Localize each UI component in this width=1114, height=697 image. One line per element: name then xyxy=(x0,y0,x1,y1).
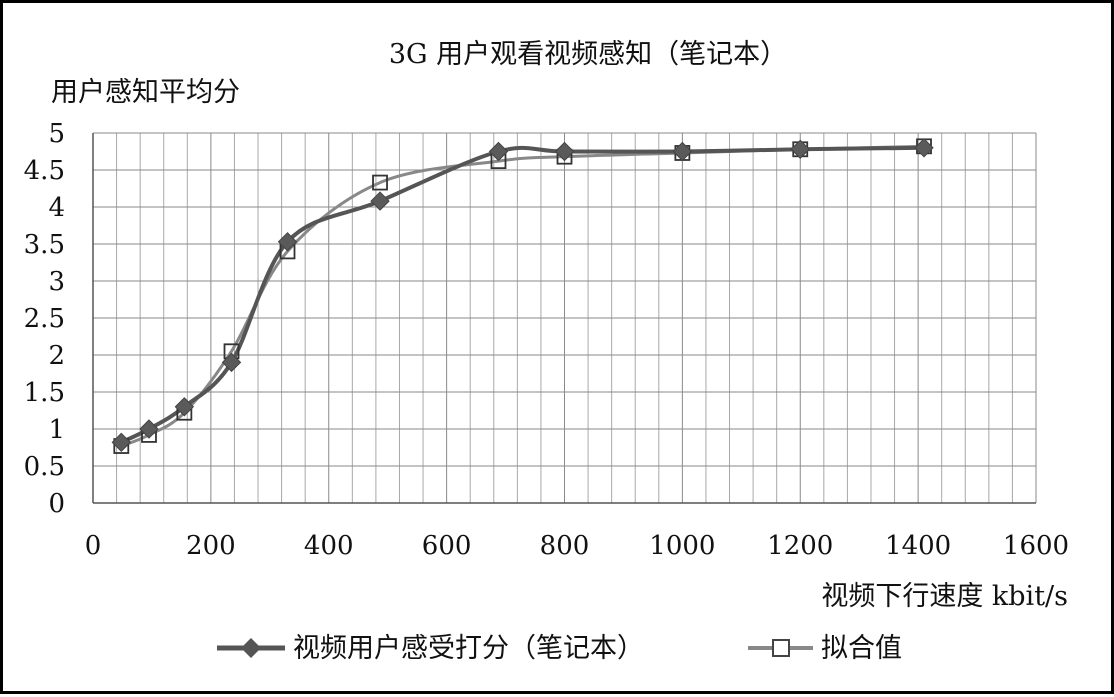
tick-labels: 0 200 400 600 800 1000 1200 1400 1600 0 0.5 1 1.5 2 2.… xyxy=(24,119,1069,561)
data-point-observed xyxy=(139,419,159,439)
grid xyxy=(92,132,1037,504)
x-tick-label: 400 xyxy=(304,531,354,561)
line-chart: 0 200 400 600 800 1000 1200 1400 1600 0 0.5 1 1.5 2 2.… xyxy=(24,39,1069,664)
data-point-observed xyxy=(174,397,195,417)
data-point-observed xyxy=(914,138,934,158)
y-tick-label: 0 xyxy=(48,489,65,519)
x-tick-label: 600 xyxy=(422,531,472,561)
series-line-fitted xyxy=(120,144,925,448)
y-tick-label: 3 xyxy=(48,267,65,297)
y-tick-label: 5 xyxy=(48,119,65,149)
y-tick-label: 2.5 xyxy=(24,304,65,334)
y-tick-label: 4 xyxy=(48,193,65,223)
x-tick-label: 800 xyxy=(540,531,590,561)
legend-label-fitted: 拟合值 xyxy=(821,633,902,664)
data-point-observed xyxy=(554,141,575,162)
y-tick-label: 1.5 xyxy=(24,378,65,408)
x-tick-label: 1600 xyxy=(1003,531,1069,561)
data-point-observed xyxy=(790,139,810,159)
y-axis-label: 用户感知平均分 xyxy=(51,77,240,108)
series-line-observed xyxy=(120,145,925,445)
legend-diamond-marker xyxy=(241,638,261,658)
data-point-observed xyxy=(221,352,242,373)
legend-label-observed: 视频用户感受打分（笔记本） xyxy=(293,633,644,664)
data-point-observed xyxy=(277,232,298,252)
data-point-fitted xyxy=(372,174,388,191)
legend-square-marker xyxy=(772,639,790,657)
y-tick-label: 2 xyxy=(48,341,65,371)
y-tick-label: 4.5 xyxy=(24,156,65,186)
axes xyxy=(92,133,1036,504)
y-tick-label: 1 xyxy=(48,415,65,445)
legend-item-fitted: 拟合值 xyxy=(748,633,902,664)
data-point-observed xyxy=(488,141,509,162)
data-point-observed xyxy=(111,432,131,453)
legend: 视频用户感受打分（笔记本） 拟合值 xyxy=(217,633,902,664)
y-tick-label: 3.5 xyxy=(24,230,65,260)
x-tick-label: 0 xyxy=(85,531,102,561)
x-tick-label: 200 xyxy=(186,531,236,561)
x-tick-label: 1400 xyxy=(885,531,951,561)
x-tick-label: 1200 xyxy=(767,531,833,561)
data-point-observed xyxy=(370,191,390,211)
data-point-observed xyxy=(672,141,693,162)
y-tick-label: 0.5 xyxy=(24,452,65,482)
chart-title: 3G 用户观看视频感知（笔记本） xyxy=(389,39,787,70)
x-axis-label: 视频下行速度 kbit/s xyxy=(821,581,1068,612)
x-tick-label: 1000 xyxy=(649,531,715,561)
series-layer xyxy=(111,138,934,454)
legend-item-observed: 视频用户感受打分（笔记本） xyxy=(217,633,644,664)
